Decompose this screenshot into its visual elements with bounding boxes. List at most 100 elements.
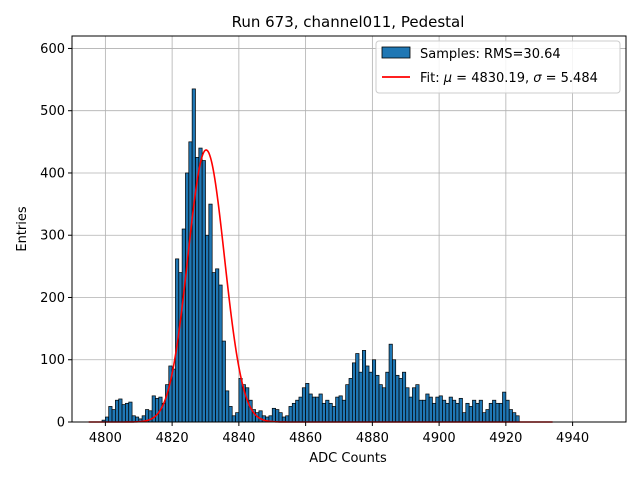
histogram-bar: [208, 203, 213, 423]
histogram-bar: [485, 409, 490, 423]
histogram-bar: [402, 371, 407, 423]
histogram-bar: [128, 401, 133, 423]
histogram-bar: [218, 284, 223, 423]
legend: Samples: RMS=30.64 Fit: μ = 4830.19, σ =…: [375, 40, 621, 94]
plot-frame: [71, 35, 627, 423]
y-tick-label: 600: [40, 42, 65, 57]
histogram-bar: [428, 396, 433, 423]
histogram-bar: [291, 402, 296, 423]
histogram-bar: [498, 402, 503, 423]
histogram-bar: [275, 409, 280, 423]
histogram-bar: [231, 415, 236, 423]
histogram-bar: [311, 396, 316, 423]
y-tick-label: 500: [40, 104, 65, 119]
x-tick-label: 4820: [156, 431, 189, 446]
histogram-bar: [118, 398, 123, 423]
histogram-bar: [188, 141, 193, 423]
histogram-bar: [462, 412, 467, 423]
y-axis-label: Entries: [15, 206, 30, 252]
histogram-bar: [508, 409, 513, 423]
histogram-bar: [375, 374, 380, 423]
legend-swatch-samples: [381, 46, 411, 59]
histogram-bar: [178, 272, 183, 423]
histogram-bar: [298, 396, 303, 423]
histogram-bar: [258, 410, 263, 423]
histogram-bar: [425, 393, 430, 423]
histogram-bar: [355, 353, 360, 423]
x-axis-ticks: 4800 4820 4840 4860 4880 4900 4920 4940: [89, 422, 589, 446]
histogram-bar: [351, 362, 357, 423]
histogram-bar: [398, 378, 403, 423]
histogram-bar: [438, 395, 443, 423]
histogram-bar: [372, 359, 377, 423]
histogram-bar: [445, 402, 450, 423]
histogram-bar: [211, 272, 216, 423]
fit-prefix: Fit:: [420, 71, 444, 86]
histogram-bar: [181, 228, 186, 423]
histogram-bar: [301, 387, 306, 423]
histogram-bar: [395, 374, 400, 423]
histogram-bar: [405, 387, 410, 423]
histogram-bar: [455, 402, 460, 423]
chart-title: Run 673, channel011, Pedestal: [232, 13, 465, 31]
histogram-bar: [382, 387, 387, 423]
histogram-bar: [452, 399, 457, 423]
histogram-bar: [378, 384, 383, 423]
histogram-bar: [432, 402, 437, 423]
histogram-bar: [315, 396, 320, 423]
histogram-bar: [321, 402, 326, 423]
histogram-bar: [155, 397, 160, 423]
histogram-bar: [225, 390, 230, 423]
y-axis-ticks: 0 100 200 300 400 500 600: [40, 42, 72, 431]
histogram-bar: [341, 399, 347, 423]
histogram-bar: [418, 399, 423, 423]
histogram-bar: [361, 350, 367, 423]
histogram-bar: [125, 402, 130, 423]
histogram-bar: [278, 412, 283, 423]
histogram-bar: [121, 404, 126, 423]
histogram-bar: [478, 399, 483, 423]
histogram-bar: [472, 399, 477, 423]
histogram-bar: [238, 378, 243, 423]
sigma-symbol: σ: [533, 71, 542, 86]
x-tick-label: 4940: [556, 431, 589, 446]
histogram-bar: [171, 368, 176, 423]
histogram-bar: [195, 157, 200, 423]
x-tick-label: 4900: [423, 431, 456, 446]
histogram-bar: [318, 393, 323, 423]
legend-label-fit: Fit: μ = 4830.19, σ = 5.484: [420, 71, 598, 86]
histogram-bar: [458, 397, 463, 423]
x-tick-label: 4800: [89, 431, 122, 446]
histogram-bar: [115, 399, 120, 423]
histogram-bar: [335, 396, 340, 423]
histogram-bar: [345, 384, 350, 423]
sigma-value: = 5.484: [541, 71, 597, 86]
histogram-bar: [201, 160, 206, 423]
histogram-bar: [388, 343, 393, 423]
histogram-bar: [331, 406, 337, 423]
legend-box: [375, 40, 621, 94]
histogram-bar: [512, 412, 517, 423]
histogram-bar: [205, 234, 210, 423]
histogram-bar: [191, 88, 196, 423]
histogram-bar: [328, 402, 333, 423]
histogram-bar: [488, 402, 493, 423]
histogram-bar: [412, 387, 417, 423]
y-tick-label: 100: [40, 353, 65, 368]
histogram-bar: [285, 415, 290, 423]
histogram-bar: [221, 340, 226, 423]
histogram-bar: [108, 406, 113, 423]
histogram-bar: [435, 396, 440, 423]
histogram-bar: [215, 268, 220, 423]
y-tick-label: 200: [40, 291, 65, 306]
histogram-bar: [235, 412, 240, 423]
histogram-bar: [415, 384, 420, 423]
x-tick-label: 4840: [222, 431, 255, 446]
x-tick-label: 4880: [356, 431, 389, 446]
x-tick-label: 4920: [489, 431, 522, 446]
histogram-bar: [408, 396, 413, 423]
histogram-bar: [465, 402, 470, 423]
histogram-bar: [325, 399, 330, 423]
mu-symbol: μ: [443, 71, 452, 86]
